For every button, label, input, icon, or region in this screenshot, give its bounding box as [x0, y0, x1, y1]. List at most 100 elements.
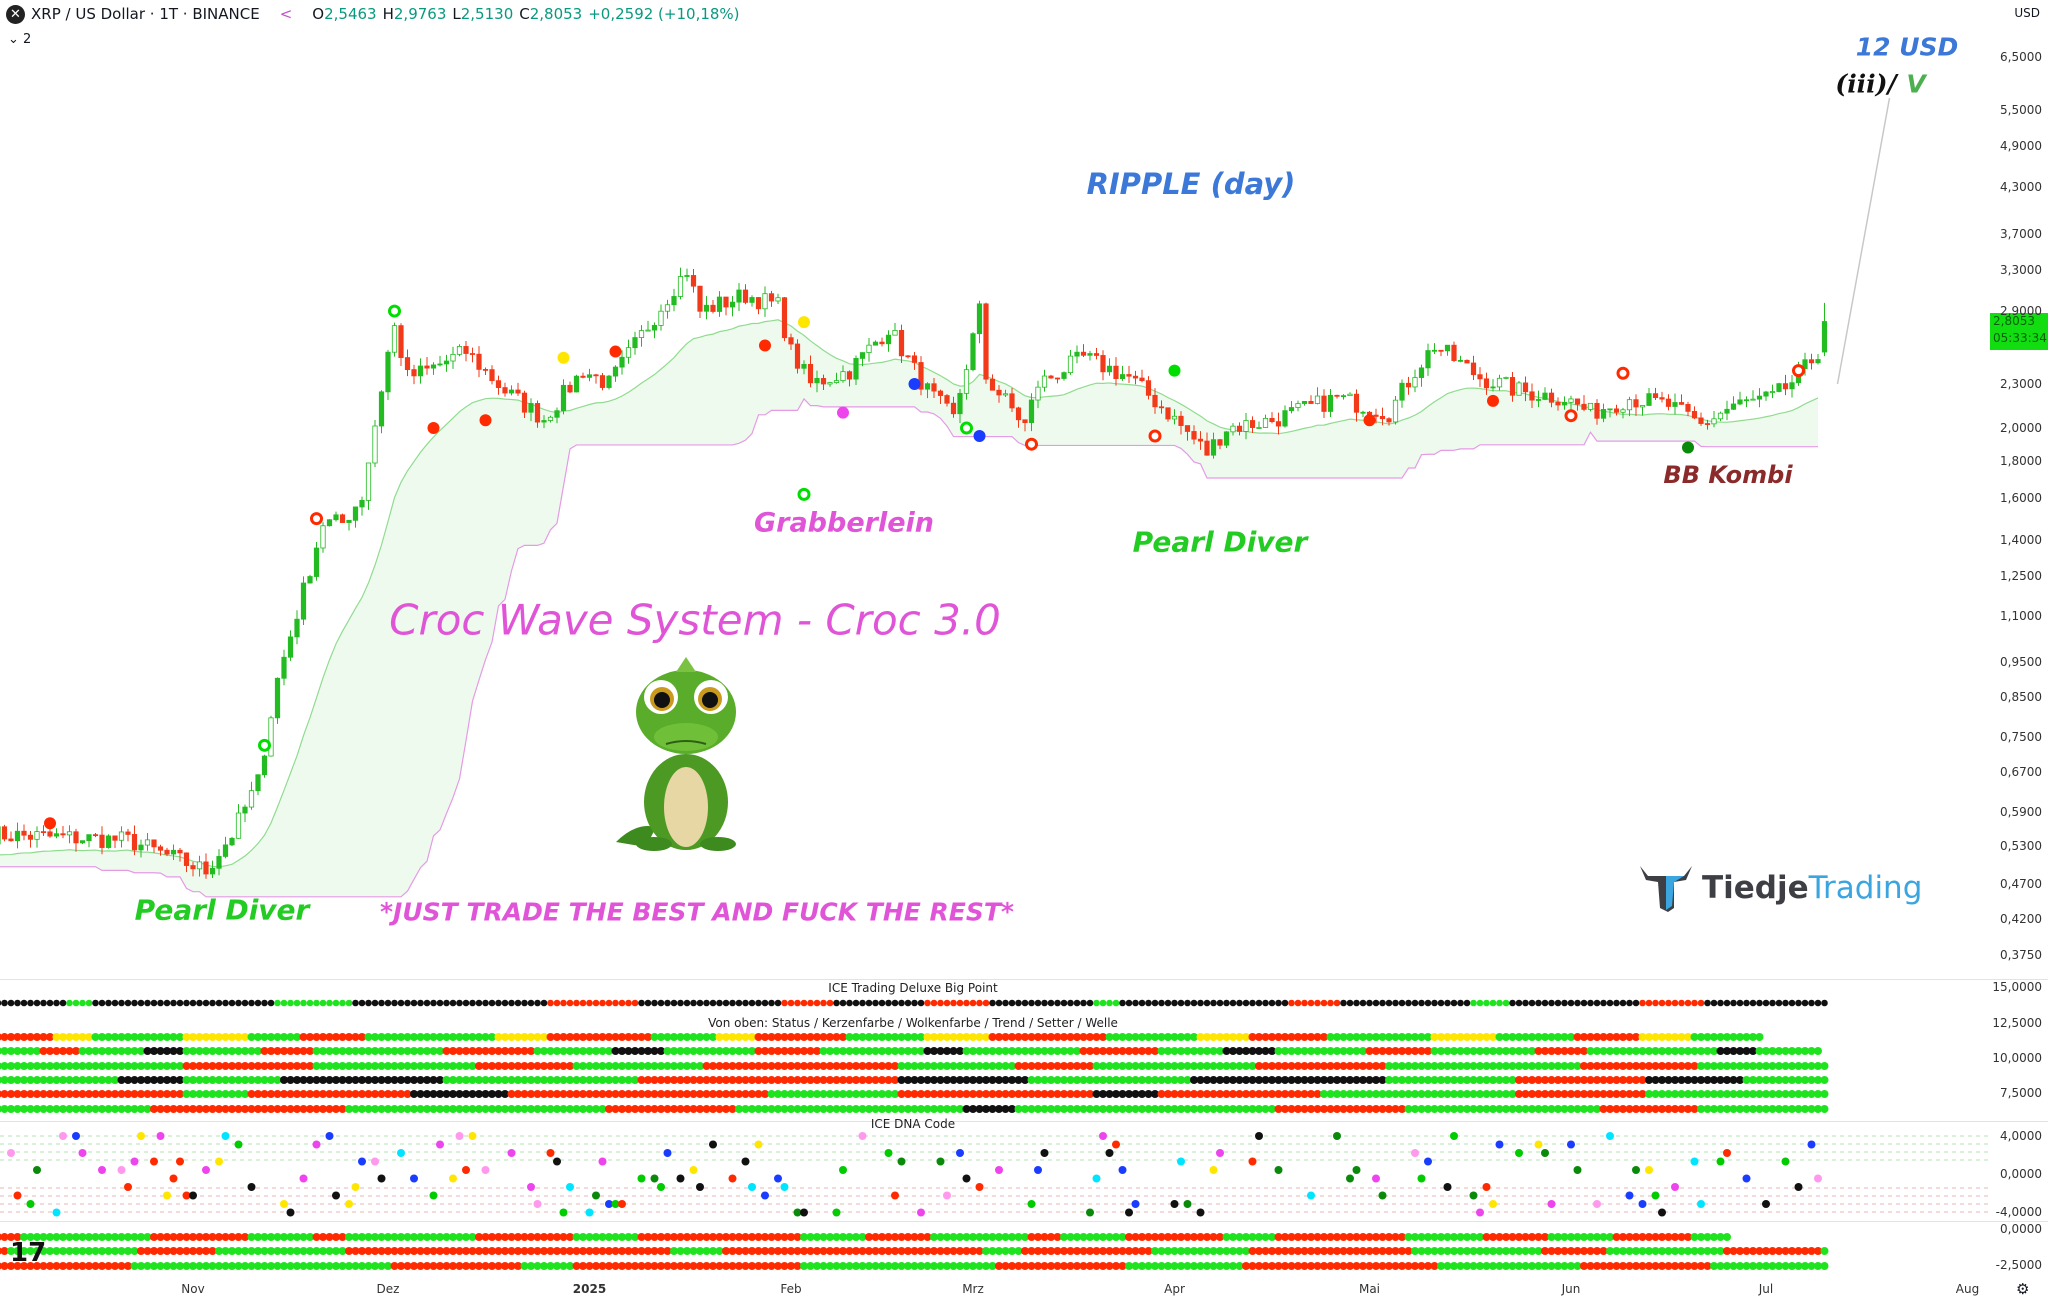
logo-text-light: Trading: [1808, 870, 1923, 906]
status-dot: [741, 1247, 750, 1255]
status-dot: [39, 1105, 48, 1113]
status-dot: [670, 999, 678, 1007]
status-dot: [1131, 1062, 1140, 1070]
status-dot: [585, 1033, 594, 1041]
status-dot: [1424, 1062, 1432, 1070]
status-dot: [1177, 1247, 1185, 1255]
status-dot: [819, 1262, 828, 1270]
status-dot: [1443, 1233, 1452, 1241]
status-dot: [1606, 1105, 1614, 1113]
status-dot: [221, 1033, 230, 1041]
status-dot: [988, 1076, 997, 1084]
symbol-title[interactable]: XRP / US Dollar · 1T · BINANCE: [31, 5, 260, 23]
status-dot: [793, 1047, 802, 1055]
dna-dot: [663, 1149, 672, 1157]
pane-separator[interactable]: [0, 1121, 2048, 1122]
status-dot: [1086, 1076, 1094, 1084]
status-dot: [1235, 1076, 1244, 1084]
status-dot: [722, 1090, 730, 1098]
tradingview-logo-icon[interactable]: 17: [10, 1238, 47, 1268]
dna-dot: [429, 1191, 438, 1200]
status-dot: [371, 1247, 379, 1255]
currency-selector[interactable]: USD: [2014, 6, 2040, 20]
candle: [359, 500, 365, 508]
status-dot: [234, 1105, 243, 1113]
settings-gear-icon[interactable]: ⚙: [2016, 1280, 2030, 1298]
indicators-collapse-button[interactable]: ⌄ 2: [8, 32, 31, 47]
candle: [391, 325, 398, 353]
status-dot: [1469, 1062, 1478, 1070]
status-dot: [1209, 1233, 1218, 1241]
status-dot: [1274, 1090, 1283, 1098]
status-dot: [410, 1076, 418, 1084]
status-dot: [85, 1090, 93, 1098]
status-dot: [1528, 1105, 1536, 1113]
status-dot: [52, 1105, 61, 1113]
pane-separator[interactable]: [0, 979, 2048, 980]
status-dot: [130, 1262, 139, 1270]
status-dot: [962, 1247, 971, 1255]
status-dot: [1079, 1062, 1088, 1070]
status-dot: [1125, 1062, 1133, 1070]
status-dot: [709, 1076, 717, 1084]
status-dot: [1801, 1262, 1809, 1270]
status-dot: [416, 1247, 425, 1255]
status-dot: [78, 1247, 87, 1255]
status-dot: [488, 1062, 496, 1070]
candle: [112, 835, 118, 841]
status-dot: [423, 1105, 431, 1113]
status-dot: [1034, 1033, 1042, 1041]
dna-dot: [358, 1157, 366, 1166]
status-dot: [514, 1233, 522, 1241]
status-dot: [117, 1247, 126, 1255]
candle: [1633, 399, 1639, 408]
status-dot: [832, 1090, 841, 1098]
status-dot: [228, 1247, 236, 1255]
status-dot: [1690, 1033, 1699, 1041]
status-dot: [1430, 1076, 1439, 1084]
status-dot: [689, 1233, 698, 1241]
status-dot: [546, 1076, 555, 1084]
status-dot: [592, 1233, 600, 1241]
status-dot: [1775, 1062, 1783, 1070]
status-dot: [663, 1033, 672, 1041]
status-dot: [1781, 1262, 1790, 1270]
status-dot: [462, 1033, 470, 1041]
status-dot: [631, 1105, 639, 1113]
status-dot: [546, 1062, 555, 1070]
status-dot: [1034, 1247, 1042, 1255]
status-dot: [118, 999, 125, 1007]
pane-separator[interactable]: [0, 1221, 2048, 1222]
status-dot: [1456, 1076, 1465, 1084]
status-dot: [1177, 1262, 1185, 1270]
status-dot: [1801, 1076, 1809, 1084]
status-dot: [995, 1262, 1003, 1270]
status-dot: [1613, 999, 1620, 1007]
status-dot: [904, 1033, 912, 1041]
status-dot: [1203, 1090, 1211, 1098]
status-dot: [312, 1105, 321, 1113]
status-dot: [1515, 1105, 1523, 1113]
time-axis-label: Dez: [376, 1282, 400, 1296]
status-dot: [1697, 1247, 1705, 1255]
share-icon[interactable]: <: [279, 5, 293, 23]
status-dot: [501, 1233, 509, 1241]
system-annotation: Croc Wave System - Croc 3.0: [389, 595, 1001, 645]
candle: [99, 834, 105, 848]
status-dot: [488, 1090, 496, 1098]
status-dot: [923, 1105, 932, 1113]
status-dot: [293, 1047, 301, 1055]
status-dot: [1385, 1247, 1393, 1255]
status-dot: [1788, 999, 1796, 1007]
status-dot: [852, 1062, 860, 1070]
candle: [703, 304, 710, 312]
status-dot: [1268, 1233, 1276, 1241]
status-dot: [338, 1262, 347, 1270]
status-dot: [1372, 1262, 1380, 1270]
dna-dot: [650, 1174, 659, 1183]
status-dot: [475, 999, 483, 1007]
status-dot: [234, 1233, 243, 1241]
status-dot: [1554, 1262, 1562, 1270]
status-dot: [410, 1062, 418, 1070]
